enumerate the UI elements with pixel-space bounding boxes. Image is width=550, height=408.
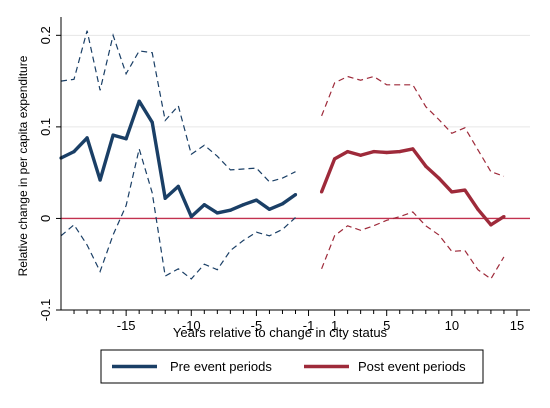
y-axis-label: Relative change in per capita expenditur… [16, 55, 30, 276]
y-tick-label-1: 0 [38, 215, 53, 222]
series-1-point-14 [502, 215, 506, 219]
series-1-upper-ci [321, 75, 505, 177]
plot-area: -15 -10 -5 -1 1 5 10 15-0.100.10.2 [38, 17, 530, 333]
x-tick-label-3: -1 [303, 318, 315, 333]
series-0-point-15 [254, 198, 259, 202]
x-tick-label-6: 10 [445, 318, 459, 333]
y-tick-label-3: 0.2 [38, 26, 53, 44]
series-0-point-4 [111, 133, 115, 137]
series-1-point-0 [319, 190, 324, 194]
x-axis-label: Years relative to change in city status [173, 325, 388, 340]
series-1-point-1 [332, 157, 337, 161]
y-tick-label-0: -0.1 [38, 299, 53, 321]
series-0-point-1 [72, 149, 76, 154]
legend-label-0: Pre event periods [170, 359, 272, 374]
series-0-lower-ci [60, 146, 296, 280]
series-0-point-12 [215, 211, 219, 215]
series-1-point-9 [437, 176, 441, 180]
series-0-point-2 [85, 136, 89, 140]
x-tick-label-1: -10 [182, 318, 201, 333]
y-tick-label-2: 0.1 [38, 118, 53, 136]
series-1-point-11 [463, 188, 467, 192]
x-tick-label-5: 5 [383, 318, 390, 333]
series-0-point-8 [163, 196, 167, 200]
series-0-point-18 [293, 193, 298, 197]
series-0 [59, 30, 298, 280]
series-1-point-7 [411, 147, 415, 151]
x-tick-label-0: -15 [117, 318, 136, 333]
series-1-point-13 [489, 223, 493, 227]
series-1-point-6 [398, 149, 402, 154]
series-1-point-5 [385, 150, 389, 155]
legend-box [100, 349, 484, 384]
x-tick-label-2: -5 [251, 318, 263, 333]
series-0-point-13 [228, 208, 232, 212]
series-1-point-4 [372, 149, 376, 154]
series-0-point-9 [176, 184, 180, 188]
series-1-lower-ci [321, 211, 505, 280]
legend-label-1: Post event periods [358, 359, 466, 374]
series-0-point-6 [137, 99, 141, 103]
series-1-point-2 [346, 149, 350, 154]
series-1-point-12 [476, 207, 480, 211]
series-0-point-3 [98, 178, 102, 182]
series-0-upper-ci [60, 30, 296, 183]
series-0-point-17 [280, 202, 285, 206]
x-tick-label-7: 15 [510, 318, 524, 333]
series-1-point-10 [450, 190, 454, 194]
series-0-point-10 [189, 215, 193, 219]
series-0-point-7 [150, 120, 154, 124]
series-0-point-5 [124, 137, 128, 141]
legend: Pre event periods Post event periods [100, 349, 484, 384]
series-0-point-11 [202, 203, 206, 207]
series-1-point-3 [359, 153, 363, 157]
series-0-point-16 [267, 207, 272, 211]
series-1-point-8 [424, 164, 428, 168]
series-0-point-14 [241, 203, 245, 207]
series-1 [319, 75, 506, 280]
x-tick-label-4: 1 [331, 318, 338, 333]
